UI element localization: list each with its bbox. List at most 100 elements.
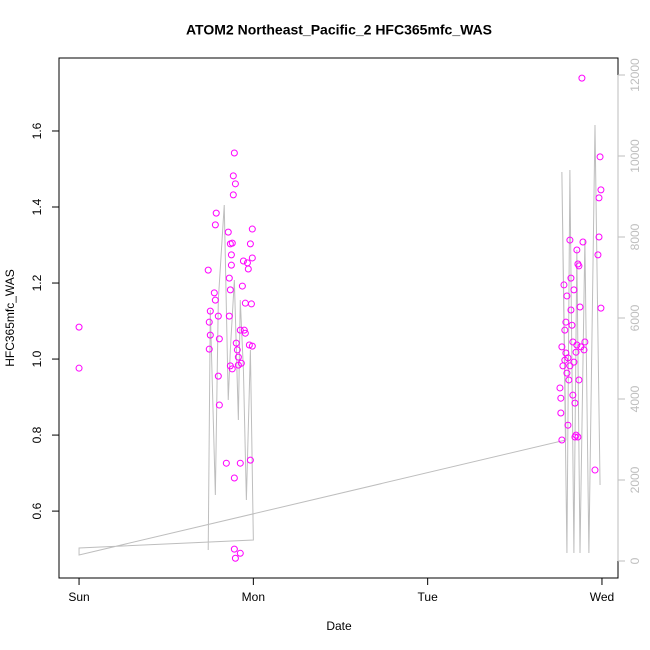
data-point	[248, 225, 256, 233]
data-point	[226, 286, 234, 294]
data-point	[595, 194, 603, 202]
data-point	[215, 401, 223, 409]
data-point	[215, 335, 223, 343]
data-point	[564, 421, 572, 429]
data-point	[580, 346, 588, 354]
data-point	[557, 394, 565, 402]
y-tick-label: 1.4	[30, 198, 44, 215]
data-point	[576, 303, 584, 311]
x-tick-label: Wed	[590, 590, 614, 604]
data-point	[597, 304, 605, 312]
data-point	[575, 376, 583, 384]
data-point	[597, 186, 605, 194]
data-point	[206, 307, 214, 315]
data-point	[239, 257, 247, 265]
data-point	[572, 348, 580, 356]
data-point	[205, 318, 213, 326]
data-point	[591, 466, 599, 474]
data-point	[563, 369, 571, 377]
data-point	[567, 274, 575, 282]
data-point	[567, 306, 575, 314]
data-point	[565, 376, 573, 384]
data-point	[563, 292, 571, 300]
data-point	[573, 246, 581, 254]
y-tick-label: 1.6	[30, 122, 44, 139]
data-point	[558, 436, 566, 444]
data-point	[573, 341, 581, 349]
data-point	[570, 358, 578, 366]
data-point	[227, 251, 235, 259]
data-point	[230, 149, 238, 157]
data-point	[214, 372, 222, 380]
x-tick-label: Sun	[68, 590, 89, 604]
data-point	[564, 354, 572, 362]
y-tick-label: 1.2	[30, 274, 44, 291]
data-point	[225, 312, 233, 320]
x-axis-label: Date	[326, 619, 352, 633]
y2-tick-label: 10000	[628, 139, 642, 173]
data-point	[75, 323, 83, 331]
data-point	[579, 238, 587, 246]
data-point	[578, 74, 586, 82]
data-point	[566, 362, 574, 370]
x-tick-label: Tue	[418, 590, 439, 604]
data-point	[248, 254, 256, 262]
y2-tick-label: 2000	[628, 466, 642, 493]
data-point	[236, 459, 244, 467]
data-point	[225, 274, 233, 282]
y2-tick-label: 4000	[628, 385, 642, 412]
data-point	[211, 221, 219, 229]
data-point	[228, 239, 236, 247]
data-point	[571, 433, 579, 441]
data-point	[229, 191, 237, 199]
data-point	[229, 172, 237, 180]
data-point	[214, 312, 222, 320]
data-point	[204, 266, 212, 274]
data-point	[566, 236, 574, 244]
data-point	[244, 265, 252, 273]
y-axis-label: HFC365mfc_WAS	[3, 269, 17, 367]
data-point	[246, 456, 254, 464]
y2-tick-label: 8000	[628, 223, 642, 250]
altitude-line	[78, 125, 601, 556]
chart-title: ATOM2 Northeast_Pacific_2 HFC365mfc_WAS	[186, 22, 492, 38]
data-point	[230, 545, 238, 553]
data-point	[236, 326, 244, 334]
data-point	[234, 361, 242, 369]
data-point	[246, 240, 254, 248]
data-point	[236, 549, 244, 557]
data-point	[75, 364, 83, 372]
data-point	[556, 384, 564, 392]
data-point	[234, 353, 242, 361]
x-tick-label: Mon	[242, 590, 265, 604]
data-point	[231, 554, 239, 562]
data-point	[205, 345, 213, 353]
y2-tick-label: 0	[628, 557, 642, 564]
y-tick-label: 1.0	[30, 350, 44, 367]
y2-tick-label: 6000	[628, 304, 642, 331]
data-point	[557, 409, 565, 417]
data-point	[558, 343, 566, 351]
data-point	[562, 318, 570, 326]
data-point	[568, 321, 576, 329]
data-point	[228, 365, 236, 373]
data-point	[222, 459, 230, 467]
y-tick-label: 0.8	[30, 426, 44, 443]
data-point	[571, 399, 579, 407]
data-point	[227, 261, 235, 269]
data-point	[574, 433, 582, 441]
data-point	[206, 331, 214, 339]
data-point	[575, 262, 583, 270]
data-point	[248, 342, 256, 350]
data-point	[596, 153, 604, 161]
data-point	[241, 329, 249, 337]
y2-tick-label: 12000	[628, 58, 642, 92]
data-point	[233, 346, 241, 354]
y-tick-label: 0.6	[30, 502, 44, 519]
data-point	[230, 474, 238, 482]
data-point	[594, 251, 602, 259]
data-point	[560, 281, 568, 289]
data-point	[238, 282, 246, 290]
